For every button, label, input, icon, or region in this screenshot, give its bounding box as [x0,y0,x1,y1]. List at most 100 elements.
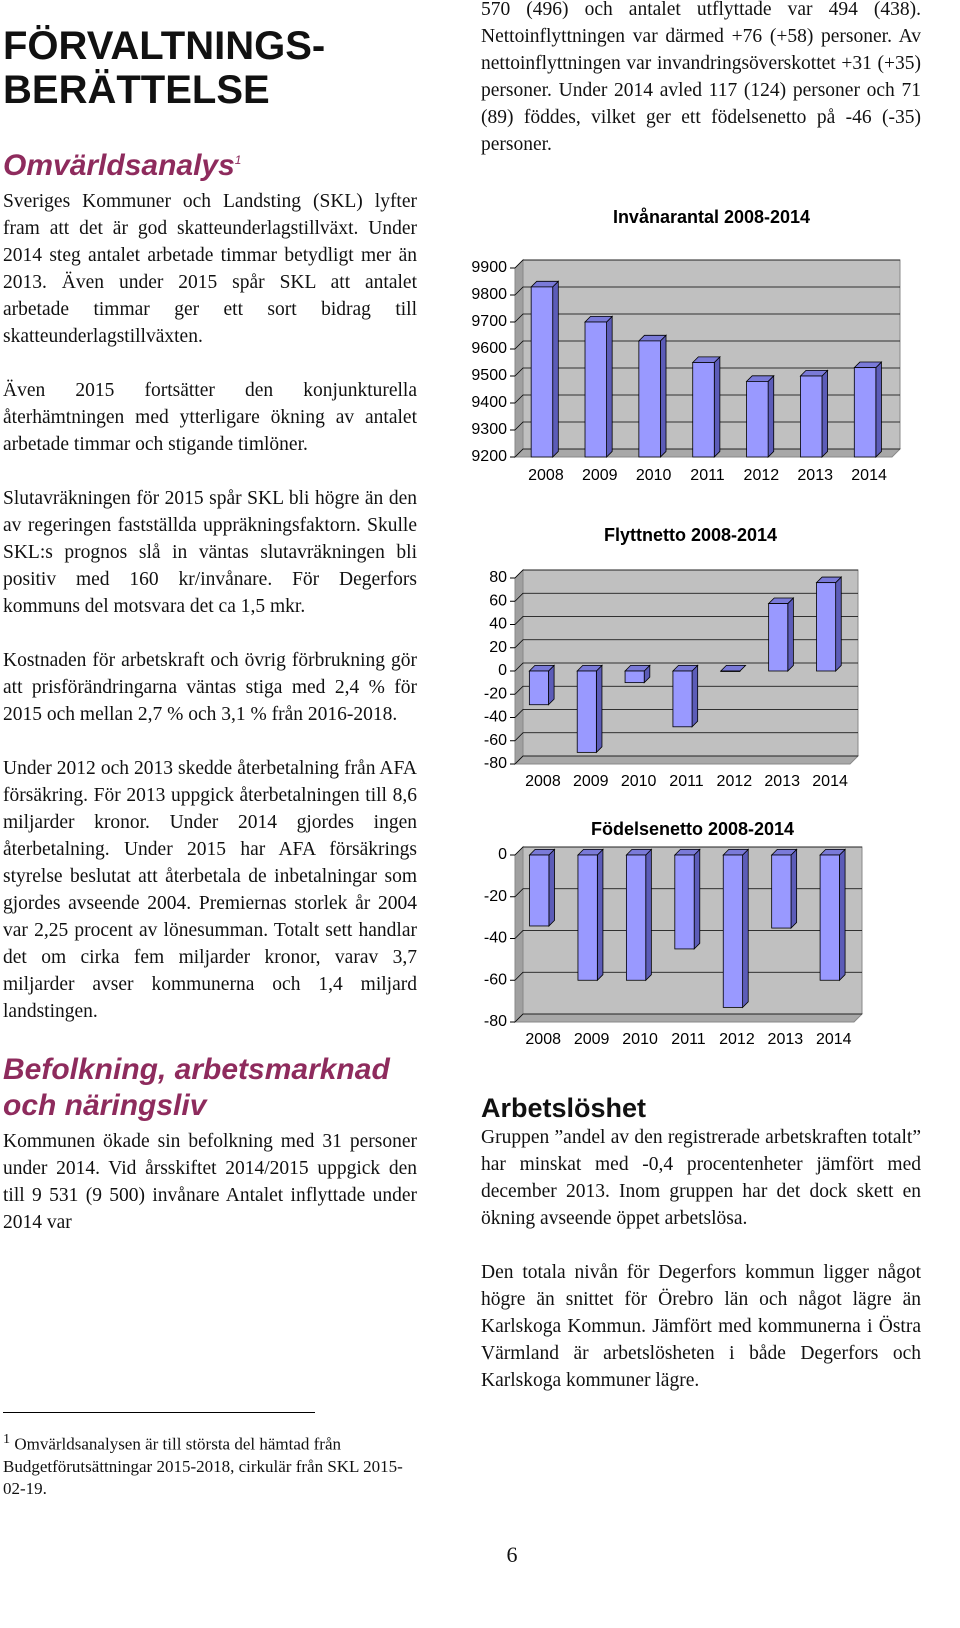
bar [771,854,792,929]
bar-side [595,664,603,754]
bar [530,286,554,458]
plot-area [522,569,859,757]
grid-line [514,639,858,649]
bar [625,854,647,981]
paragraph: 570 (496) och antalet utflyttade var 494… [481,0,921,155]
x-tick-label: 2008 [528,467,564,484]
bar-top [528,849,556,856]
bar-top [799,369,829,377]
x-tick-label: 2009 [582,467,618,484]
title-line: och näringsliv [3,1089,207,1122]
bar [584,321,607,458]
bar-top [576,849,604,856]
x-tick-label: 2012 [719,1031,755,1048]
grid-line [514,394,900,404]
x-tick-label: 2009 [573,773,609,790]
y-tick-label: -80 [484,1013,507,1030]
bar [720,670,741,672]
y-tick-label: 9600 [471,340,507,357]
bar-side [790,848,798,930]
bar-top [691,356,721,363]
bar [577,854,598,981]
bar-side [548,664,555,706]
bar-top [719,665,747,672]
y-tick-label: 9500 [471,367,507,384]
bar-top [722,849,750,856]
y-tick-label: 9800 [471,286,507,303]
bar [672,670,693,728]
x-tick-label: 2011 [690,467,725,484]
bar-side [787,597,794,672]
section-title-text: Omvärldsanalys [3,149,235,182]
page-number: 6 [506,1542,518,1567]
y-tick-label: -40 [484,709,507,726]
bar [800,375,823,458]
x-tick-label: 2008 [525,1031,561,1048]
bar-top [625,849,653,856]
footnote-number: 1 [3,1431,11,1447]
grid-line [514,709,858,718]
bar-side [839,848,846,982]
bar [819,854,840,981]
footnote-ref: 1 [234,153,242,167]
x-tick-label: 2014 [851,467,887,484]
bar-top [671,665,699,672]
bar-top [815,576,843,584]
plot-floor [513,1013,864,1023]
bar-side [645,848,652,982]
bar-top [584,315,614,323]
grid-line [514,286,900,296]
x-tick-label: 2011 [671,1031,706,1048]
bar-side [875,361,882,458]
chart-title: Födelsenetto 2008-2014 [591,819,794,839]
grid-line [514,421,900,431]
y-tick-label: -20 [484,888,507,905]
left-column: FÖRVALTNINGS- BERÄTTELSE Omvärldsanalys1 … [3,24,417,1263]
x-tick-label: 2011 [669,773,704,790]
bar [638,340,661,458]
x-tick-label: 2010 [621,773,657,790]
bar-side [606,315,613,458]
bar [624,670,645,684]
bar-top [770,849,798,856]
y-tick-label: 9300 [471,421,507,438]
bar-side [835,576,842,672]
paragraph: Under 2012 och 2013 skedde återbetalning… [3,758,417,1022]
y-tick-label: 9900 [471,259,507,276]
grid-line [514,930,862,939]
right-column-bottom: Arbetslöshet Gruppen ”andel av den regis… [481,1092,921,1421]
y-tick-label: 9200 [471,448,507,465]
bar [746,380,769,458]
x-tick-label: 2010 [622,1031,658,1048]
grid-line [514,971,862,981]
y-tick-label: 9700 [471,313,507,330]
grid-line [514,340,900,350]
footnote-text: Omvärldsanalysen är till största del häm… [3,1434,403,1498]
y-tick-label: 40 [489,616,507,633]
bar-top [853,361,883,369]
x-tick-label: 2014 [816,1031,852,1048]
y-tick-label: -20 [484,685,507,702]
grid-line [514,259,900,269]
y-tick-label: 20 [489,639,507,656]
grid-line [514,616,858,625]
bar-side [691,664,699,728]
y-tick-label: 0 [498,846,507,863]
paragraph: Även 2015 fortsätter den konjunkturella … [3,380,417,455]
section-title: Omvärldsanalys1 [3,142,417,184]
plot-area [522,846,863,1015]
chart-title: Flyttnetto 2008-2014 [604,525,777,545]
x-tick-label: 2012 [744,467,780,484]
x-tick-label: 2013 [764,773,800,790]
bar [529,854,550,927]
x-tick-label: 2012 [717,773,753,790]
bar-top [530,280,560,288]
bar-side [739,665,746,672]
heading-line: BERÄTTELSE [3,68,270,112]
bar-side [548,848,555,927]
paragraph: Gruppen ”andel av den registrerade arbet… [481,1127,921,1229]
bar [576,670,597,753]
y-tick-label: -40 [484,930,507,947]
y-tick-label: -80 [484,755,507,772]
